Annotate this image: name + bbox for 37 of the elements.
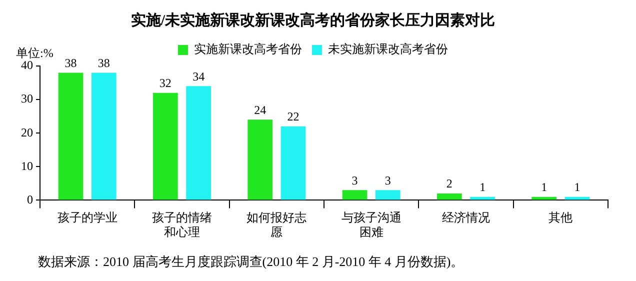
- data-label: 38: [64, 56, 77, 70]
- data-label: 1: [574, 180, 580, 194]
- data-label: 2: [446, 176, 452, 191]
- data-label: 32: [159, 76, 172, 90]
- y-tick-label: 30: [21, 92, 33, 106]
- bar: [342, 190, 368, 200]
- data-label: 1: [541, 180, 548, 194]
- bar: [437, 193, 462, 200]
- y-axis-title: 单位:%: [16, 46, 54, 60]
- bar: [153, 92, 178, 200]
- chart-title: 实施/未实施新课改新课改高考的省份家长压力因素对比: [130, 10, 496, 29]
- bar: [186, 86, 211, 200]
- data-label: 38: [98, 56, 110, 70]
- x-tick-label: 与孩子沟通困难: [341, 210, 402, 239]
- data-label: 34: [192, 69, 205, 84]
- x-tick-label: 其他: [548, 210, 573, 225]
- x-tick-label: 孩子的学业: [57, 210, 118, 225]
- data-label: 24: [254, 102, 266, 117]
- legend-label: 实施新课改高考省份: [194, 42, 302, 56]
- data-label: 22: [287, 110, 300, 124]
- data-label: 1: [480, 180, 486, 194]
- data-label: 3: [384, 173, 391, 188]
- x-tick-label: 经济情况: [442, 210, 490, 225]
- bar: [58, 72, 84, 200]
- legend-label: 未实施新课改高考省份: [328, 42, 448, 56]
- data-label: 3: [352, 173, 358, 188]
- bar: [375, 190, 400, 200]
- x-tick-label: 如何报好志愿: [246, 210, 307, 239]
- y-tick-label: 10: [21, 158, 33, 173]
- y-tick-label: 40: [21, 58, 33, 72]
- bar: [248, 120, 273, 200]
- bar: [91, 72, 116, 200]
- source-note: 数据来源：2010 届高考生月度跟踪调查(2010 年 2 月-2010 年 4 月份数据)。: [38, 254, 464, 269]
- y-tick-label: 20: [21, 125, 33, 140]
- y-tick-label: 0: [27, 192, 33, 206]
- bar: [280, 126, 306, 200]
- x-tick-label: 孩子的情绪和心理: [152, 210, 212, 239]
